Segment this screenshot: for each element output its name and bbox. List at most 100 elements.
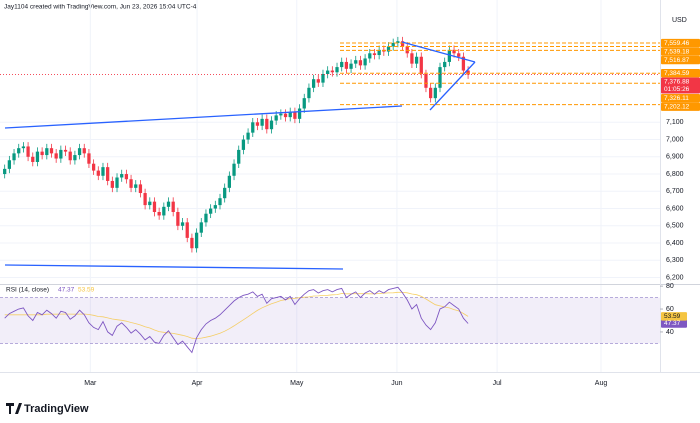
candle-body — [138, 184, 143, 194]
candle-body — [372, 53, 377, 56]
rsi-legend-value: 47.37 — [58, 287, 75, 294]
y-tick-label: 6,200 — [666, 274, 684, 281]
candle-body — [223, 187, 227, 199]
candle-body — [96, 170, 100, 176]
candle-body — [148, 201, 152, 206]
y-tick-label: 6,800 — [666, 171, 684, 178]
x-tick-label: May — [290, 380, 304, 387]
candle-body — [40, 151, 44, 156]
candle-body — [358, 60, 363, 66]
x-tick-label: Jul — [493, 380, 502, 387]
price-label-box — [661, 94, 700, 103]
y-tick-label: 7,100 — [666, 119, 684, 126]
candle-body — [251, 122, 255, 133]
rsi-band — [0, 297, 660, 344]
candle-body — [166, 201, 171, 207]
candle-body — [63, 149, 68, 152]
candle-body — [283, 113, 288, 118]
candle-body — [424, 74, 428, 88]
candle-body — [405, 46, 409, 54]
price-label-box — [661, 102, 700, 111]
candle-body — [293, 111, 297, 119]
price-label: 7,539.18 — [664, 48, 690, 55]
candle-body — [391, 42, 395, 47]
trendline — [4, 264, 344, 270]
candle-body — [279, 113, 283, 116]
y-tick-label: 6,700 — [666, 188, 684, 195]
candle-body — [237, 149, 241, 164]
candle-body — [31, 156, 35, 162]
candle-body — [461, 56, 466, 71]
candle-body — [457, 53, 461, 57]
rsi-line — [4, 286, 469, 354]
candle-body — [429, 87, 433, 99]
candle-body — [335, 67, 339, 73]
candle-body — [194, 232, 199, 249]
candle-body — [302, 98, 306, 109]
candle-body — [87, 153, 91, 164]
y-tick-label: 6,300 — [666, 257, 684, 264]
candle-body — [91, 163, 96, 171]
logo-mark — [6, 403, 22, 414]
candle-body — [269, 120, 274, 130]
candle-body — [227, 175, 231, 188]
candle-body — [414, 56, 419, 64]
price-label-box — [661, 47, 700, 56]
candle-body — [466, 70, 470, 75]
y-tick-label: 6,900 — [666, 154, 684, 161]
rsi-line — [4, 291, 469, 340]
plot-area: 6,200 6,300 6,400 6,500 6,600 6,700 6,800 6,900… — [0, 0, 684, 387]
candle-body — [129, 179, 133, 188]
price-label: 7,376.88 — [664, 78, 690, 85]
x-tick-label: Mar — [84, 380, 97, 387]
y-tick-label: 6,500 — [666, 223, 684, 230]
candle-body — [152, 201, 157, 212]
candle-body — [419, 56, 423, 74]
candle-body — [260, 118, 264, 126]
logo: TradingView — [6, 403, 89, 415]
candle-body — [307, 87, 311, 99]
candle-body — [452, 49, 456, 54]
price-label-box — [661, 55, 700, 65]
price-label-box — [661, 69, 700, 78]
candle-body — [400, 41, 405, 47]
candle-body — [377, 49, 381, 56]
candle-body — [3, 168, 7, 175]
rsi-title: RSI (14, close) — [6, 287, 49, 294]
candle-body — [311, 79, 316, 88]
rsi-value-box — [661, 312, 687, 321]
candle-body — [447, 49, 451, 62]
candle-body — [274, 115, 278, 121]
candle-body — [241, 139, 246, 150]
candle-body — [73, 155, 77, 161]
y-tick-label: 6,400 — [666, 240, 684, 247]
candle-body — [255, 122, 260, 126]
candle-body — [82, 148, 86, 154]
currency: USD — [672, 17, 687, 24]
candle-body — [120, 174, 124, 178]
trendline — [4, 105, 403, 129]
x-tick-label: Aug — [595, 380, 608, 387]
candle-body — [17, 148, 21, 154]
rsi-value-label: 47.37 — [664, 320, 681, 327]
y-tick-label: 60 — [666, 306, 674, 313]
candle-body — [12, 153, 16, 161]
candle-body — [26, 146, 30, 157]
price-label: 7,202.12 — [664, 103, 690, 110]
candle-body — [176, 212, 180, 226]
rsi-value-box — [661, 319, 687, 328]
candle-body — [433, 87, 437, 99]
candle-body — [344, 61, 349, 69]
candle-body — [363, 58, 367, 66]
candle-body — [185, 222, 189, 238]
price-label: 7,384.59 — [664, 70, 690, 77]
candle-body — [265, 118, 269, 130]
candle-body — [199, 222, 203, 233]
candle-body — [368, 53, 372, 59]
y-tick-label: 80 — [666, 283, 674, 290]
candle-body — [21, 146, 26, 149]
y-tick-label: 40 — [666, 329, 674, 336]
candle-body — [354, 60, 358, 64]
candle-body — [297, 108, 302, 119]
